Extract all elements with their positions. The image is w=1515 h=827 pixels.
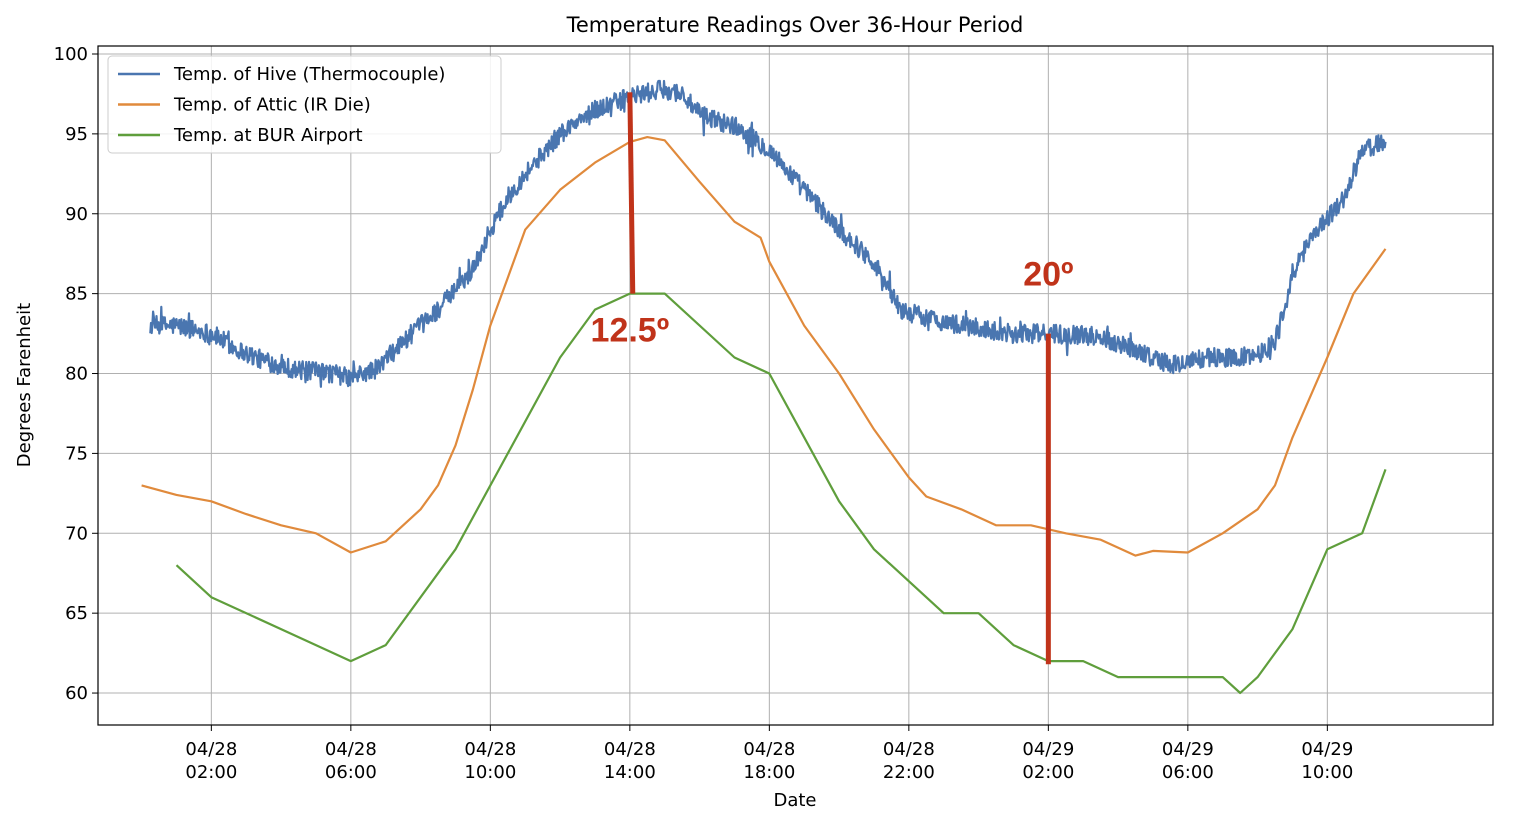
annotation-line [627, 92, 636, 294]
y-tick-label: 75 [65, 443, 88, 464]
y-tick-label: 65 [65, 603, 88, 624]
x-tick-label: 04/28 02:00 [185, 739, 237, 783]
x-axis-ticks: 04/28 02:00 04/28 06:00 04/28 10:00 04/28 14:00… [185, 725, 1353, 783]
x-tick-label: 04/28 06:00 [325, 739, 377, 783]
legend-entry-label: Temp. at BUR Airport [173, 125, 363, 146]
legend-box [107, 55, 502, 154]
annotations: 12.5º 20º [591, 92, 1073, 665]
chart-title: Temperature Readings Over 36-Hour Period [566, 13, 1024, 37]
x-tick-label: 04/28 18:00 [743, 739, 795, 783]
y-tick-label: 70 [65, 523, 88, 544]
annotation-label: 20º [1023, 256, 1073, 294]
y-axis-label: Degrees Farenheit [14, 303, 35, 467]
grid-lines [98, 46, 1493, 725]
y-tick-label: 90 [65, 204, 88, 225]
x-tick-label: 04/28 22:00 [883, 739, 935, 783]
x-tick-label: 04/28 10:00 [464, 739, 516, 783]
series-line [149, 79, 1387, 388]
y-tick-label: 85 [65, 284, 88, 305]
x-tick-label: 04/28 14:00 [604, 739, 656, 783]
y-tick-label: 60 [65, 683, 88, 704]
y-tick-label: 95 [65, 124, 88, 145]
y-tick-label: 100 [54, 44, 88, 65]
series-line [141, 136, 1387, 557]
legend-entry-label: Temp. of Hive (Thermocouple) [173, 64, 445, 85]
plot-area-frame [97, 45, 1494, 726]
series-line [175, 292, 1387, 695]
x-axis-label: Date [773, 790, 816, 811]
y-tick-label: 80 [65, 364, 88, 385]
legend-entry-label: Temp. of Attic (IR Die) [173, 95, 371, 116]
series-lines [141, 79, 1387, 695]
y-axis-ticks: 60 65 70 75 80 85 90 95 100 [54, 44, 98, 704]
x-tick-label: 04/29 10:00 [1301, 739, 1353, 783]
x-tick-label: 04/29 02:00 [1022, 739, 1074, 783]
x-tick-label: 04/29 06:00 [1162, 739, 1214, 783]
annotation-label: 12.5º [591, 312, 670, 350]
legend: Temp. of Hive (Thermocouple) Temp. of Att… [107, 55, 502, 154]
